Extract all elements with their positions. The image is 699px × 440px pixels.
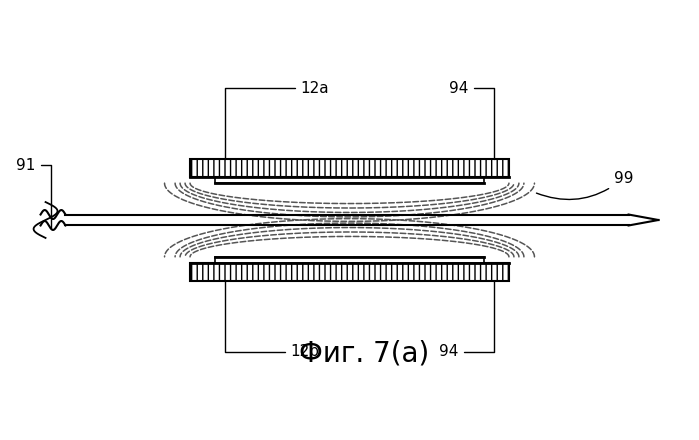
Bar bbox=[215, 177, 484, 183]
Bar bbox=[190, 159, 509, 177]
Text: 12a: 12a bbox=[225, 81, 329, 159]
Text: Фиг. 7(a): Фиг. 7(a) bbox=[299, 340, 430, 367]
Text: 94: 94 bbox=[449, 81, 494, 159]
Text: 12b: 12b bbox=[225, 281, 319, 359]
Text: 91: 91 bbox=[16, 158, 50, 227]
Text: 94: 94 bbox=[440, 281, 494, 359]
Text: 99: 99 bbox=[536, 171, 633, 199]
Bar bbox=[215, 257, 484, 263]
Bar bbox=[190, 263, 509, 281]
